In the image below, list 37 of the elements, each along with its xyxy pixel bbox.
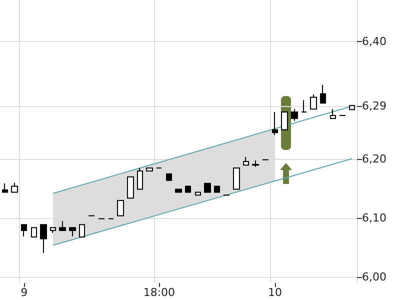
candlestick — [40, 224, 47, 254]
candlestick — [291, 108, 298, 122]
candlestick — [79, 224, 85, 238]
candlestick — [252, 160, 259, 168]
y-tick-label: 6,29 — [362, 100, 386, 113]
candlestick — [11, 182, 18, 193]
candlestick — [214, 186, 220, 193]
candlestick — [320, 84, 326, 104]
x-tick-label: 18:00 — [143, 286, 176, 299]
candlestick — [21, 224, 27, 237]
candlestick — [137, 168, 143, 190]
candlestick — [310, 94, 317, 110]
candlestick — [185, 186, 191, 193]
candlestick — [166, 173, 172, 181]
candlestick — [195, 192, 201, 196]
candlestick — [204, 182, 211, 193]
candlestick — [330, 108, 336, 120]
candlestick — [31, 227, 37, 238]
candlestick — [117, 200, 124, 216]
candlestick — [233, 168, 240, 190]
x-tick-label: 10 — [268, 286, 282, 299]
y-tick-label: 6,10 — [362, 212, 386, 225]
candlestick — [59, 220, 66, 232]
candlestick — [301, 100, 307, 113]
candlestick — [349, 105, 355, 110]
candlestick — [175, 188, 182, 193]
x-tick-label: 9 — [20, 286, 28, 299]
y-tick-label: 6,20 — [362, 152, 386, 166]
y-tick-label: 6,00 — [362, 270, 386, 284]
candlestick — [243, 156, 249, 166]
candlestick — [2, 182, 8, 193]
candlestick — [146, 168, 153, 172]
candlestick — [127, 176, 134, 199]
candlestick — [272, 112, 278, 136]
candlestick — [50, 227, 56, 234]
candlestick — [69, 227, 76, 237]
y-tick-label: 6,40 — [362, 34, 386, 48]
